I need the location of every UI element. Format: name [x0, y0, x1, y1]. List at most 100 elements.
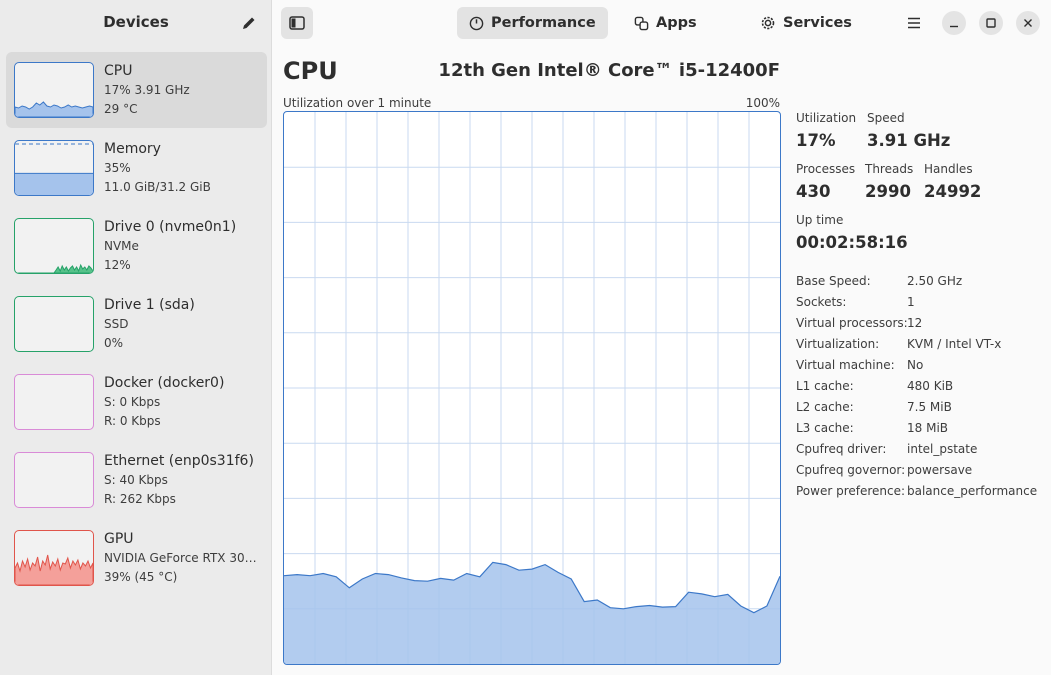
cpu-usage-area — [284, 562, 780, 664]
device-item-drive-1-sda[interactable]: Drive 1 (sda) SSD 0% — [6, 286, 267, 362]
maximize-button[interactable] — [979, 11, 1003, 35]
device-detail-2: R: 0 Kbps — [104, 414, 161, 428]
cpu-model: 12th Gen Intel® Core™ i5-12400F — [438, 60, 780, 81]
device-detail-1: SSD — [104, 317, 129, 331]
maximize-icon — [986, 18, 996, 28]
info-key: Base Speed: — [796, 274, 871, 288]
tab-performance[interactable]: Performance — [457, 7, 608, 39]
device-thumbnail — [14, 530, 94, 586]
info-value: 1 — [907, 295, 915, 309]
device-detail-2: 0% — [104, 336, 124, 350]
sidebar-title: Devices — [103, 13, 169, 31]
device-name: CPU — [104, 63, 133, 79]
info-value: No — [907, 358, 924, 372]
edit-icon[interactable] — [236, 11, 262, 35]
uptime-value: 00:02:58:16 — [796, 233, 908, 252]
device-item-ethernet-enp0s31f6[interactable]: Ethernet (enp0s31f6) S: 40 Kbps R: 262 Kbp… — [6, 442, 267, 518]
device-name: Docker (docker0) — [104, 375, 225, 391]
processes-label: Processes — [796, 162, 856, 176]
device-item-drive-0-nvme0n1[interactable]: Drive 0 (nvme0n1) NVMe 12% — [6, 208, 267, 284]
device-thumbnail — [14, 218, 94, 274]
info-value: balance_performance — [907, 484, 1038, 498]
info-key: Cpufreq governor: — [796, 463, 906, 477]
cpu-graph-svg — [284, 112, 780, 664]
info-key: Sockets: — [796, 295, 847, 309]
device-name: Ethernet (enp0s31f6) — [104, 453, 254, 469]
sidebar-toggle-button[interactable] — [281, 7, 313, 39]
cpu-utilization-graph — [283, 111, 781, 665]
threads-label: Threads — [865, 162, 914, 176]
info-value: 18 MiB — [907, 421, 949, 435]
processes-value: 430 — [796, 182, 831, 201]
info-key: L1 cache: — [796, 379, 854, 393]
info-key: Virtual processors: — [796, 316, 908, 330]
graph-label: Utilization over 1 minute — [283, 96, 432, 110]
page-title: CPU — [283, 57, 338, 85]
close-icon — [1024, 19, 1032, 27]
handles-value: 24992 — [924, 182, 982, 201]
gauge-icon — [469, 16, 484, 30]
device-name: Memory — [104, 141, 161, 157]
tab-apps[interactable]: Apps — [622, 7, 709, 39]
sidebar-header: Devices — [0, 0, 272, 46]
tab-apps-label: Apps — [656, 15, 697, 31]
apps-icon — [634, 16, 649, 30]
tab-services[interactable]: Services — [748, 7, 864, 39]
info-key: Virtualization: — [796, 337, 880, 351]
info-key: L2 cache: — [796, 400, 854, 414]
device-item-gpu[interactable]: GPU NVIDIA GeForce RTX 30… 39% (45 °C) — [6, 520, 267, 596]
speed-value: 3.91 GHz — [867, 131, 951, 150]
cpu-usage-line — [284, 561, 780, 614]
sidebar: Devices CPU 17% 3.91 GHz 29 °C Memory 35% 11.… — [0, 0, 272, 675]
device-name: Drive 1 (sda) — [104, 297, 195, 313]
close-button[interactable] — [1016, 11, 1040, 35]
info-value: 12 — [907, 316, 923, 330]
device-detail-1: S: 40 Kbps — [104, 473, 168, 487]
device-item-cpu[interactable]: CPU 17% 3.91 GHz 29 °C — [6, 52, 267, 128]
info-value: 7.5 MiB — [907, 400, 952, 414]
info-value: intel_pstate — [907, 442, 978, 456]
sidebar-toggle-icon — [289, 16, 305, 30]
device-detail-2: 39% (45 °C) — [104, 570, 178, 584]
menu-button[interactable] — [900, 9, 928, 37]
device-detail-1: NVMe — [104, 239, 139, 253]
device-detail-2: 11.0 GiB/31.2 GiB — [104, 180, 211, 194]
minimize-icon — [950, 25, 958, 28]
utilization-value: 17% — [796, 131, 836, 150]
info-value: 2.50 GHz — [907, 274, 963, 288]
device-detail-1: 35% — [104, 161, 131, 175]
graph-max-label: 100% — [745, 96, 780, 110]
utilization-label: Utilization — [796, 111, 857, 125]
device-name: GPU — [104, 531, 134, 547]
hamburger-icon — [908, 17, 920, 29]
tab-services-label: Services — [783, 15, 852, 31]
device-item-memory[interactable]: Memory 35% 11.0 GiB/31.2 GiB — [6, 130, 267, 206]
device-name: Drive 0 (nvme0n1) — [104, 219, 237, 235]
device-detail-1: S: 0 Kbps — [104, 395, 161, 409]
tab-performance-label: Performance — [491, 15, 596, 31]
device-item-docker-docker0[interactable]: Docker (docker0) S: 0 Kbps R: 0 Kbps — [6, 364, 267, 440]
info-key: Cpufreq driver: — [796, 442, 887, 456]
device-thumbnail — [14, 452, 94, 508]
info-value: 480 KiB — [907, 379, 954, 393]
uptime-label: Up time — [796, 213, 844, 227]
device-detail-2: R: 262 Kbps — [104, 492, 176, 506]
info-key: Virtual machine: — [796, 358, 895, 372]
info-value: powersave — [907, 463, 973, 477]
info-value: KVM / Intel VT-x — [907, 337, 1002, 351]
gear-icon — [761, 16, 775, 30]
device-thumbnail — [14, 374, 94, 430]
header-bar: Performance Apps Services — [273, 0, 1051, 46]
threads-value: 2990 — [865, 182, 911, 201]
device-detail-2: 12% — [104, 258, 131, 272]
info-key: Power preference: — [796, 484, 906, 498]
speed-label: Speed — [867, 111, 905, 125]
device-thumbnail — [14, 140, 94, 196]
device-detail-1: NVIDIA GeForce RTX 30… — [104, 551, 257, 565]
handles-label: Handles — [924, 162, 973, 176]
device-detail-2: 29 °C — [104, 102, 138, 116]
device-thumbnail — [14, 62, 94, 118]
device-thumbnail — [14, 296, 94, 352]
device-detail-1: 17% 3.91 GHz — [104, 83, 190, 97]
minimize-button[interactable] — [942, 11, 966, 35]
